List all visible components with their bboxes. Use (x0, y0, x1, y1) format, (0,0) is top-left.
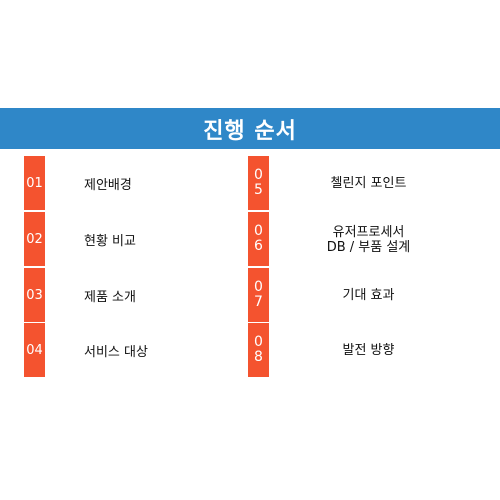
item-number-digit: 8 (254, 349, 263, 365)
item-label-line: 발전 방향 (342, 343, 395, 358)
item-number-digit: 7 (254, 294, 263, 310)
agenda-left-column: 01 제안배경 02 현황 비교 03 제품 소개 04 서비스 대상 (24, 156, 224, 378)
item-number-digit: 0 (254, 279, 263, 295)
agenda-item: 03 제품 소개 (24, 268, 224, 323)
page-title: 진행 순서 (203, 118, 297, 144)
item-number-badge: 03 (24, 268, 45, 323)
item-label-line: 기대 효과 (342, 288, 395, 303)
item-number-badge: 04 (24, 323, 45, 378)
agenda-item: 0 8 발전 방향 (248, 323, 468, 378)
item-label: 기대 효과 (269, 268, 468, 323)
item-number-badge: 0 7 (248, 268, 269, 323)
agenda-item: 0 5 첼린지 포인트 (248, 156, 468, 211)
item-label: 서비스 대상 (84, 345, 148, 360)
item-number-badge: 0 6 (248, 212, 269, 267)
item-number-digit: 0 (254, 334, 263, 350)
item-label: 유저프로세서 DB / 부품 설계 (269, 212, 468, 267)
agenda-item: 0 7 기대 효과 (248, 268, 468, 323)
item-number-digit: 5 (254, 182, 263, 198)
item-label-line: DB / 부품 설계 (326, 239, 411, 255)
agenda-item: 04 서비스 대상 (24, 323, 224, 378)
item-number-badge: 0 5 (248, 156, 269, 211)
item-label: 첼린지 포인트 (269, 156, 468, 211)
item-label-line: 유저프로세서 (332, 224, 405, 240)
item-number-digit: 0 (254, 223, 263, 239)
item-label: 제안배경 (84, 178, 132, 193)
item-label: 발전 방향 (269, 323, 468, 378)
agenda-item: 02 현황 비교 (24, 212, 224, 267)
item-label: 제품 소개 (84, 290, 136, 305)
item-number-digit: 0 (254, 167, 263, 183)
item-number-digit: 6 (254, 238, 263, 254)
item-number-badge: 01 (24, 156, 45, 211)
item-label: 현황 비교 (84, 234, 136, 249)
agenda-item: 01 제안배경 (24, 156, 224, 211)
item-label-line: 첼린지 포인트 (330, 176, 407, 191)
title-band: 진행 순서 (0, 108, 500, 149)
item-number-badge: 02 (24, 212, 45, 267)
agenda-right-column: 0 5 첼린지 포인트 0 6 유저프로세서 DB / 부품 설계 0 7 (248, 156, 468, 378)
agenda-item: 0 6 유저프로세서 DB / 부품 설계 (248, 212, 468, 267)
item-number-badge: 0 8 (248, 323, 269, 378)
